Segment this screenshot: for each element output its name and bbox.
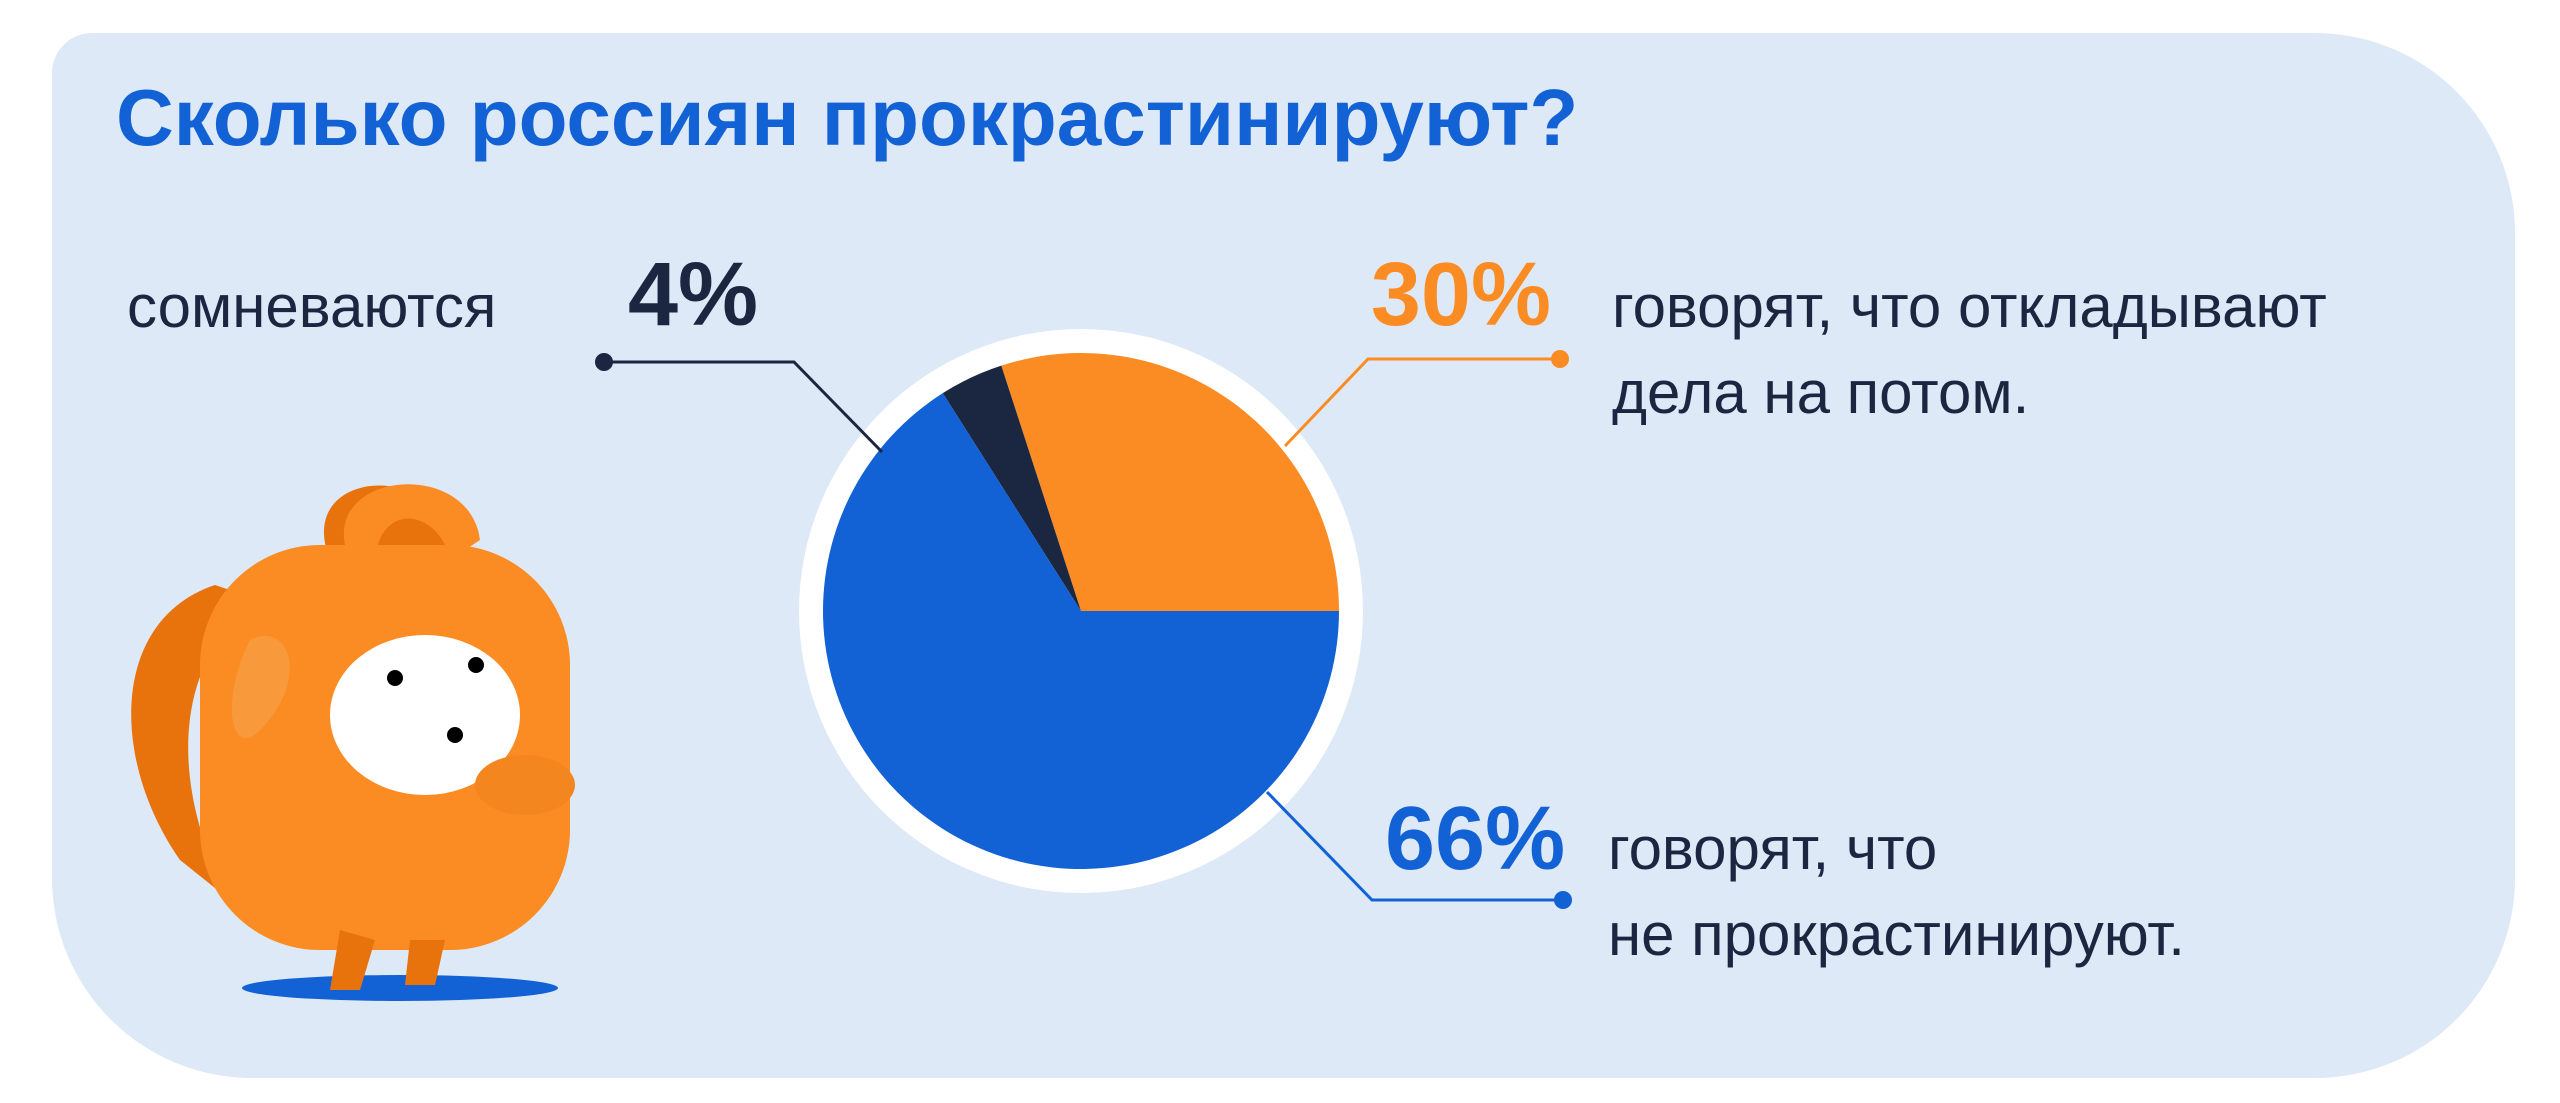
chart-title: Сколько россиян прокрастинируют? xyxy=(116,73,1579,162)
mascot-eye xyxy=(447,727,463,743)
mascot-handle xyxy=(343,484,480,560)
category-label: говорят, что откладывают дела на потом. xyxy=(1612,273,2327,426)
mascot-face xyxy=(330,635,520,795)
mascot-eye xyxy=(387,670,403,686)
leader-dot xyxy=(1554,891,1572,909)
value-label: 30% xyxy=(1370,245,1551,345)
mascot-strap xyxy=(131,585,260,900)
mascot xyxy=(131,484,575,1001)
category-label: сомневаются xyxy=(127,273,497,340)
mascot-hand xyxy=(475,755,575,815)
leader-line xyxy=(604,360,884,454)
value-label: 4% xyxy=(628,245,759,345)
pie-slice xyxy=(942,365,1081,611)
mascot-shadow xyxy=(242,975,558,1001)
pie-slice xyxy=(822,393,1339,870)
mascot-feet xyxy=(330,930,445,990)
mascot-eye xyxy=(468,657,484,673)
pie-slice xyxy=(1001,353,1339,611)
leader-dot xyxy=(595,353,613,371)
leader-dot xyxy=(1551,350,1569,368)
category-label: говорят, что не прокрастинируют. xyxy=(1608,815,2185,968)
leader-line xyxy=(1283,357,1560,448)
leader-line xyxy=(1265,790,1563,902)
value-label: 66% xyxy=(1385,789,1566,889)
mascot-ear xyxy=(231,636,290,738)
